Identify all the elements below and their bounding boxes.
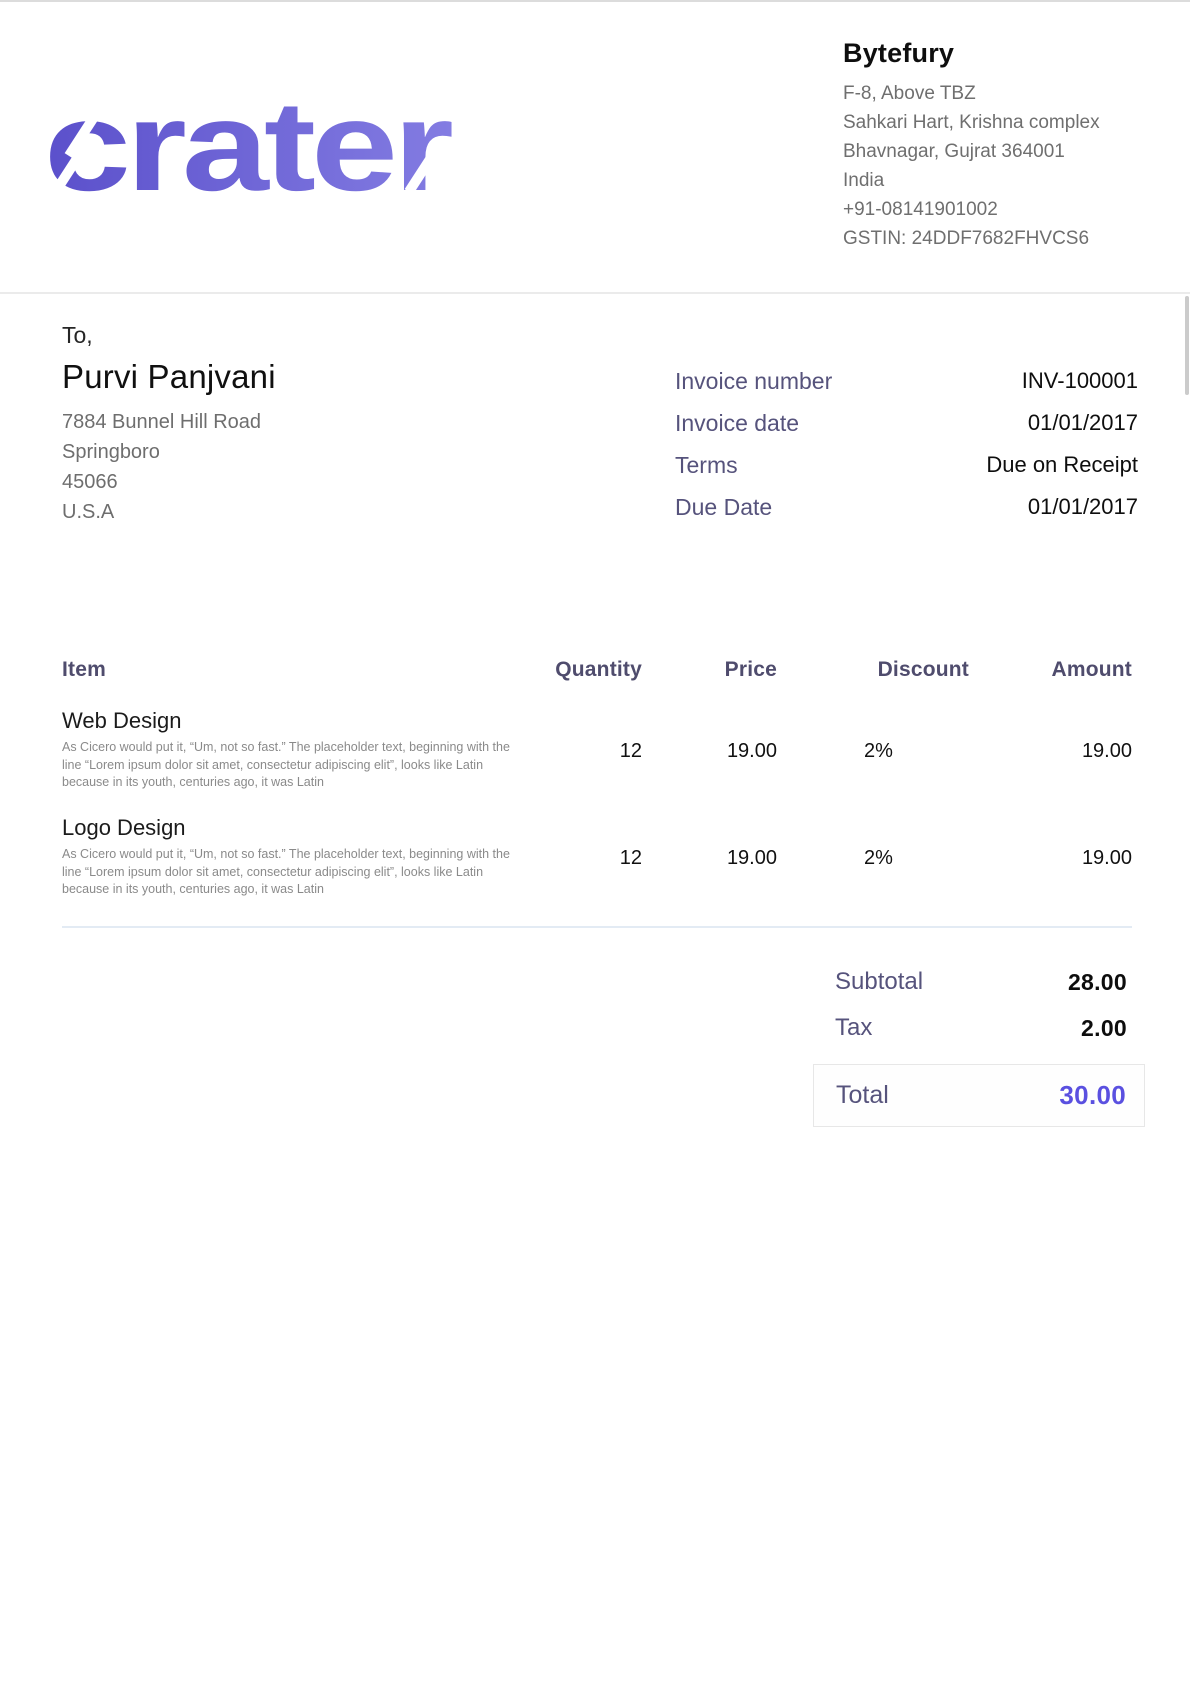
company-address-line: India (843, 170, 885, 191)
tax-row: Tax 2.00 (813, 1008, 1145, 1048)
item-quantity: 12 (619, 740, 642, 762)
scrollbar-thumb[interactable] (1185, 296, 1189, 395)
bill-to-address-line: U.S.A (62, 501, 115, 523)
invoice-date-row: Invoice date 01/01/2017 (675, 402, 1138, 444)
item-price: 19.00 (726, 847, 777, 869)
item-name: Web Design (62, 708, 182, 733)
company-address-line: F-8, Above TBZ (843, 83, 976, 104)
company-name: Bytefury (843, 38, 955, 68)
column-header-amount: Amount (1051, 658, 1132, 681)
crater-logo-icon: crater (44, 75, 456, 218)
item-price: 19.00 (726, 740, 777, 762)
tax-value: 2.00 (1081, 1014, 1127, 1041)
item-cell: Web Design As Cicero would put it, “Um, … (62, 706, 532, 792)
company-gstin: GSTIN: 24DDF7682FHVCS6 (843, 228, 1090, 249)
item-amount: 19.00 (1081, 740, 1132, 762)
item-description: As Cicero would put it, “Um, not so fast… (62, 740, 510, 789)
column-header-quantity: Quantity (555, 658, 642, 681)
total-label: Total (836, 1081, 889, 1109)
item-discount: 2% (864, 740, 893, 762)
invoice-number-label: Invoice number (675, 367, 833, 394)
column-header-discount: Discount (877, 658, 969, 681)
invoice-details: Invoice number INV-100001 Invoice date 0… (675, 360, 1138, 528)
item-row: Logo Design As Cicero would put it, “Um,… (62, 813, 1132, 899)
company-address-line: Sahkari Hart, Krishna complex (843, 112, 1100, 133)
invoice-date-value: 01/01/2017 (1027, 410, 1138, 435)
due-date-label: Due Date (675, 493, 773, 520)
terms-label: Terms (675, 451, 738, 478)
company-address-line: Bhavnagar, Gujrat 364001 (843, 141, 1065, 162)
due-date-row: Due Date 01/01/2017 (675, 486, 1138, 528)
items-table-header: Item Quantity Price Discount Amount (62, 658, 1132, 682)
item-discount: 2% (864, 847, 893, 869)
tax-label: Tax (835, 1014, 873, 1041)
items-divider (62, 926, 1132, 928)
terms-value: Due on Receipt (986, 452, 1138, 477)
total-value: 30.00 (1059, 1080, 1126, 1110)
subtotal-row: Subtotal 28.00 (813, 962, 1145, 1002)
svg-text:crater: crater (44, 75, 452, 201)
column-header-item: Item (62, 658, 106, 681)
invoice-number-row: Invoice number INV-100001 (675, 360, 1138, 402)
header-divider (0, 292, 1190, 294)
invoice-number-value: INV-100001 (1021, 368, 1138, 393)
due-date-value: 01/01/2017 (1027, 494, 1138, 519)
company-phone: +91-08141901002 (843, 199, 998, 220)
item-quantity: 12 (619, 847, 642, 869)
bill-to-address-line: Springboro (62, 441, 160, 463)
bill-to-block: To, Purvi Panjvani 7884 Bunnel Hill Road… (62, 318, 482, 527)
item-row: Web Design As Cicero would put it, “Um, … (62, 706, 1132, 792)
terms-row: Terms Due on Receipt (675, 444, 1138, 486)
item-description: As Cicero would put it, “Um, not so fast… (62, 847, 510, 896)
bill-to-label: To, (62, 322, 93, 348)
bill-to-address-line: 7884 Bunnel Hill Road (62, 411, 262, 433)
item-amount: 19.00 (1081, 847, 1132, 869)
subtotal-label: Subtotal (835, 968, 924, 995)
invoice-date-label: Invoice date (675, 409, 800, 436)
column-header-price: Price (724, 658, 777, 681)
bill-to-name: Purvi Panjvani (62, 358, 276, 395)
item-cell: Logo Design As Cicero would put it, “Um,… (62, 813, 532, 899)
company-info: Bytefury F-8, Above TBZ Sahkari Hart, Kr… (843, 38, 1163, 253)
subtotal-value: 28.00 (1067, 968, 1127, 995)
crater-logo: crater (44, 56, 474, 218)
bill-to-address-line: 45066 (62, 471, 118, 493)
page-top-border (0, 0, 1190, 2)
total-box: Total 30.00 (813, 1064, 1145, 1127)
item-name: Logo Design (62, 815, 186, 840)
